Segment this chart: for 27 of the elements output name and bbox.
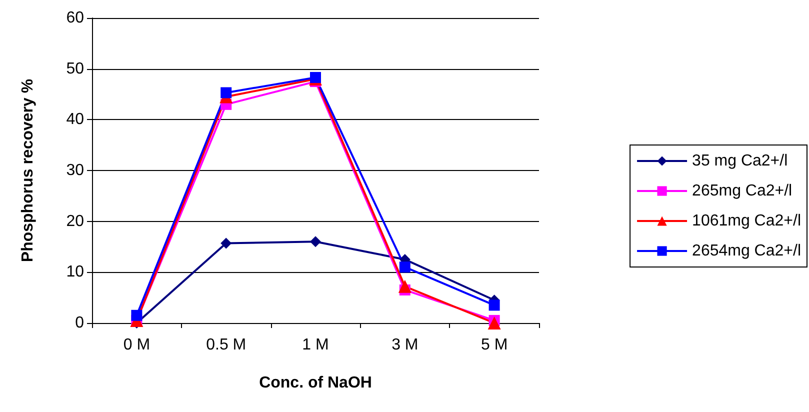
legend-label: 35 mg Ca2+/l [692,152,788,170]
x-tick-label: 1 M [302,336,329,354]
point [488,300,500,311]
x-tick-label: 0 M [123,336,150,354]
x-tick-label: 3 M [392,336,418,354]
point [131,310,142,321]
point [220,87,232,98]
y-tick-label: 50 [66,60,84,78]
y-tick-label: 60 [66,10,84,26]
x-tick-label: 5 M [480,336,508,354]
point [488,316,501,330]
point [310,72,321,83]
point [398,280,412,293]
y-tick-label: 0 [75,314,84,332]
point [220,238,232,249]
legend-label: 2654mg Ca2+/l [692,242,802,260]
y-tick-label: 30 [66,162,84,179]
y-tick-label: 10 [66,264,84,281]
y-axis-title: Phosphorus recovery % [20,78,36,262]
y-tick-label: 40 [66,111,84,128]
legend-label: 265mg Ca2+/l [692,182,792,200]
point [310,236,321,248]
x-tick-label: 0.5 M [206,336,246,354]
legend-label: 1061mg Ca2+/l [692,212,802,230]
point [399,262,410,273]
y-tick-label: 20 [66,212,84,230]
x-axis-title: Conc. of NaOH [259,374,372,392]
